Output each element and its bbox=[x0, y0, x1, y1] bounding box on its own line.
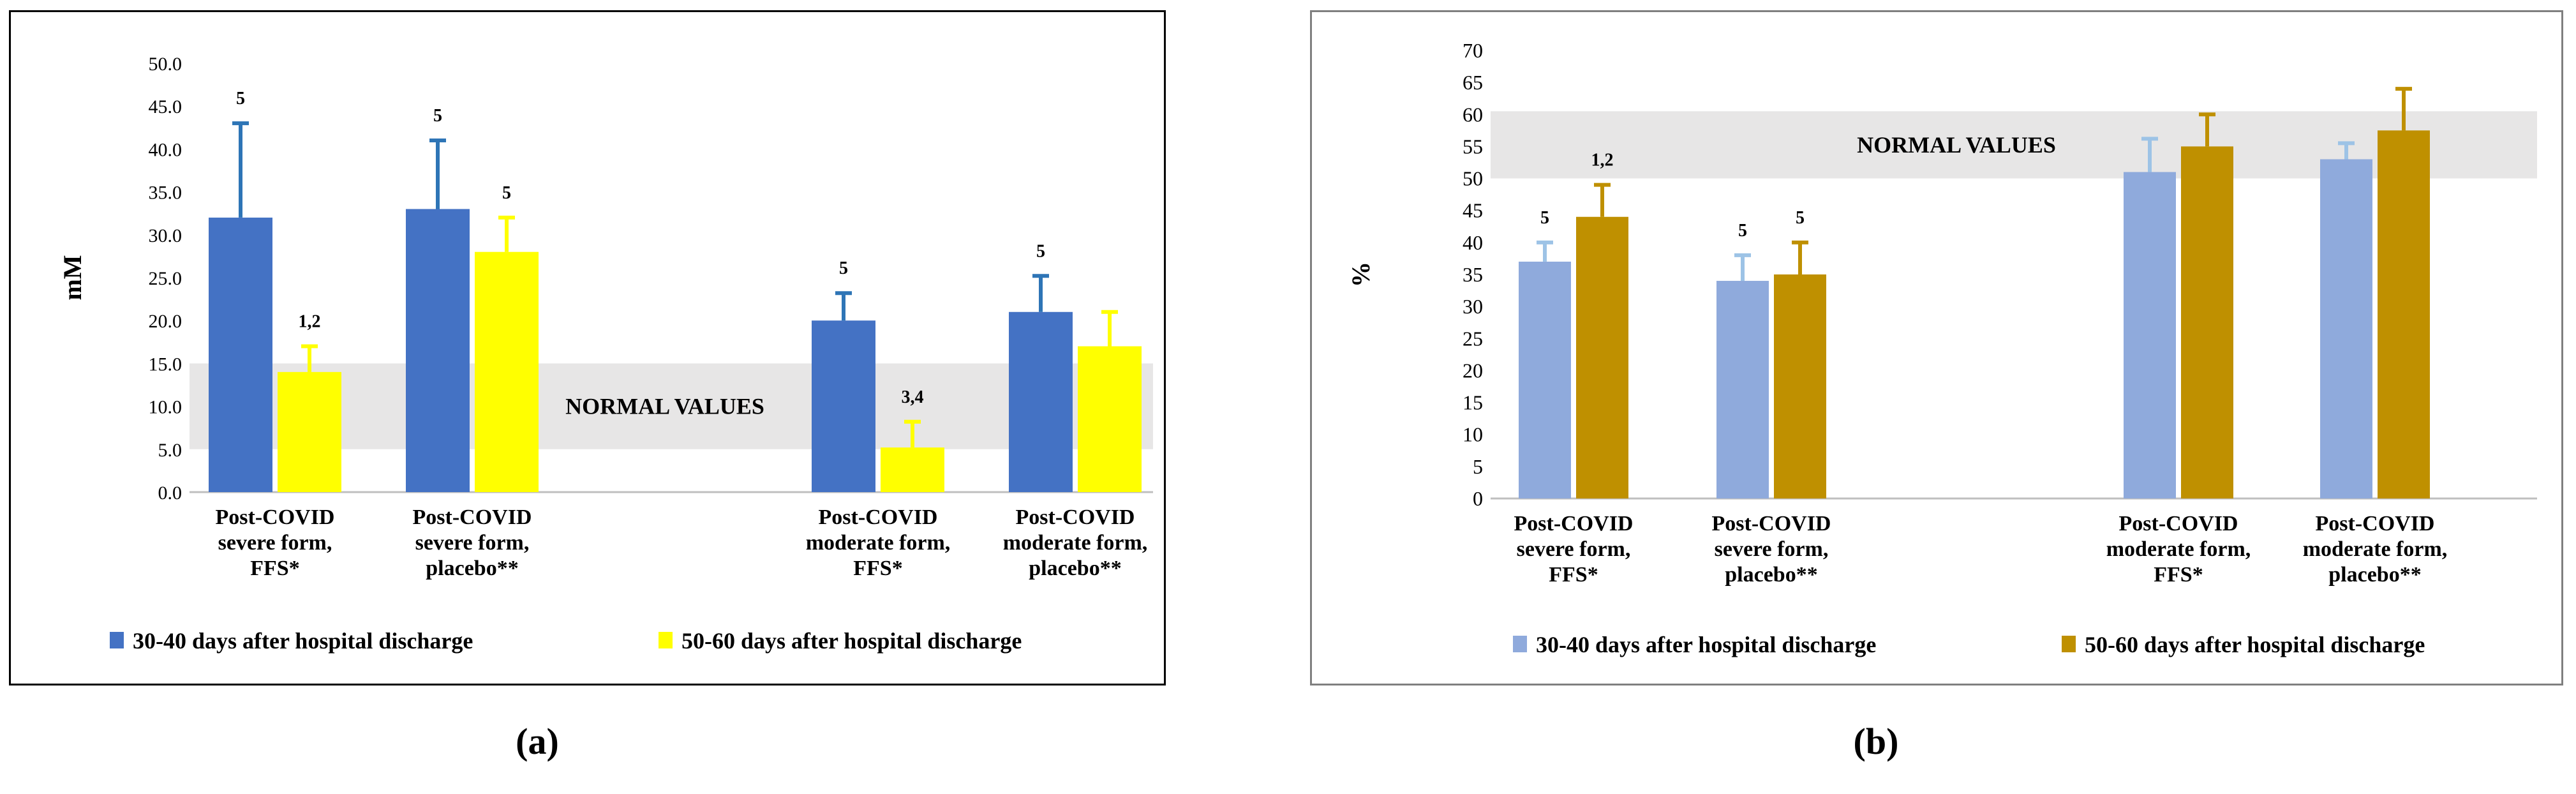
x-category-label: Post-COVID bbox=[1514, 512, 1634, 536]
y-tick-label: 45 bbox=[1463, 199, 1483, 222]
caption-a: (a) bbox=[516, 721, 559, 762]
y-tick-label: 60 bbox=[1463, 103, 1483, 126]
y-tick-label: 50 bbox=[1463, 167, 1483, 190]
x-category-label: Post-COVID bbox=[2119, 512, 2238, 536]
bar-series1 bbox=[1519, 261, 1571, 498]
y-tick-label: 0 bbox=[1473, 487, 1483, 510]
x-category-label: Post-COVID bbox=[216, 506, 335, 529]
legend-swatch-series2 bbox=[2062, 636, 2076, 652]
legend-label-series2: 50-60 days after hospital discharge bbox=[2085, 632, 2425, 657]
legend-swatch-series1 bbox=[110, 632, 124, 648]
x-category-label: FFS* bbox=[2154, 563, 2203, 587]
x-category-label: FFS* bbox=[1549, 563, 1598, 587]
y-tick-label: 0.0 bbox=[158, 483, 182, 504]
bar-data-label: 1,2 bbox=[1591, 151, 1614, 170]
x-category-label: severe form, bbox=[415, 531, 530, 555]
bar-data-label: 1,2 bbox=[299, 312, 321, 332]
x-category-label: placebo** bbox=[1029, 557, 1121, 580]
bar-series1 bbox=[812, 320, 875, 492]
bar-data-label: 5 bbox=[433, 106, 442, 126]
x-category-label: moderate form, bbox=[2303, 537, 2448, 561]
bar-series1 bbox=[406, 209, 470, 492]
bar-series1 bbox=[2320, 159, 2372, 498]
y-tick-label: 25 bbox=[1463, 327, 1483, 350]
y-tick-label: 15.0 bbox=[149, 354, 182, 375]
bar-data-label: 5 bbox=[1036, 241, 1045, 261]
bar-data-label: 5 bbox=[1796, 208, 1805, 228]
bar-data-label: 5 bbox=[502, 183, 511, 203]
x-category-label: FFS* bbox=[250, 557, 299, 580]
x-category-label: moderate form, bbox=[806, 531, 951, 555]
x-category-label: placebo** bbox=[2328, 563, 2421, 587]
bar-series1 bbox=[1009, 311, 1073, 492]
bar-series1 bbox=[1716, 281, 1769, 498]
bar-series2 bbox=[475, 251, 539, 492]
legend-swatch-series1 bbox=[1513, 636, 1527, 652]
y-tick-label: 40.0 bbox=[149, 139, 182, 160]
bar-data-label: 5 bbox=[1738, 221, 1747, 241]
y-tick-label: 40 bbox=[1463, 231, 1483, 254]
y-tick-label: 5 bbox=[1473, 455, 1483, 478]
bar-series2 bbox=[1078, 346, 1142, 492]
x-category-label: placebo** bbox=[1725, 563, 1817, 587]
legend-label-series2: 50-60 days after hospital discharge bbox=[681, 628, 1022, 654]
bar-data-label: 5 bbox=[236, 89, 245, 109]
x-category-label: Post-COVID bbox=[413, 506, 532, 529]
bar-series2 bbox=[2181, 146, 2233, 498]
y-axis-title: mM bbox=[58, 255, 87, 300]
y-tick-label: 20 bbox=[1463, 359, 1483, 382]
y-axis-title: % bbox=[1346, 262, 1375, 287]
x-category-label: severe form, bbox=[1715, 537, 1829, 561]
chart-panel-a: NORMAL VALUES 0.0 5.0 10.0 15.0 20.0 25.0 30.0 3… bbox=[9, 10, 1166, 685]
chart-a-svg: NORMAL VALUES 0.0 5.0 10.0 15.0 20.0 25.0 30.0 3… bbox=[58, 54, 1153, 654]
y-tick-label: 30 bbox=[1463, 295, 1483, 318]
y-tick-label: 5.0 bbox=[158, 440, 182, 461]
bar-series2 bbox=[278, 371, 341, 492]
y-tick-label: 65 bbox=[1463, 71, 1483, 94]
x-category-label: Post-COVID bbox=[819, 506, 938, 529]
x-category-label: FFS* bbox=[853, 557, 902, 580]
normal-values-label: NORMAL VALUES bbox=[565, 394, 764, 419]
y-tick-label: 70 bbox=[1463, 39, 1483, 62]
x-category-label: Post-COVID bbox=[1016, 506, 1135, 529]
y-tick-label: 30.0 bbox=[149, 225, 182, 246]
bar-series2 bbox=[881, 447, 944, 492]
x-category-label: Post-COVID bbox=[2316, 512, 2435, 536]
bar-series1 bbox=[209, 217, 272, 492]
bar-series2 bbox=[1774, 274, 1826, 498]
x-category-label: severe form, bbox=[218, 531, 332, 555]
legend-swatch-series2 bbox=[659, 632, 673, 648]
y-tick-label: 35.0 bbox=[149, 183, 182, 204]
bar-data-label: 5 bbox=[1540, 208, 1549, 228]
y-tick-label: 15 bbox=[1463, 391, 1483, 414]
chart-b-svg: NORMAL VALUES051015202530354045505560657… bbox=[1346, 39, 2537, 657]
x-category-label: moderate form, bbox=[1003, 531, 1148, 555]
x-category-label: moderate form, bbox=[2106, 537, 2251, 561]
bar-series2 bbox=[2378, 130, 2430, 498]
y-tick-label: 10 bbox=[1463, 423, 1483, 446]
bar-data-label: 3,4 bbox=[902, 387, 924, 407]
y-tick-label: 35 bbox=[1463, 263, 1483, 286]
normal-values-band bbox=[190, 363, 1153, 449]
x-category-label: placebo** bbox=[426, 557, 518, 580]
bar-data-label: 5 bbox=[839, 258, 848, 278]
caption-b: (b) bbox=[1853, 721, 1899, 762]
y-tick-label: 10.0 bbox=[149, 397, 182, 418]
bar-series2 bbox=[1576, 216, 1628, 498]
chart-panel-b: NORMAL VALUES 0 5 10 15 20 25 30 35 40 45 50 55 60 65 7… bbox=[1310, 10, 2563, 685]
x-category-label: Post-COVID bbox=[1712, 512, 1831, 536]
y-tick-label: 45.0 bbox=[149, 96, 182, 117]
legend-label-series1: 30-40 days after hospital discharge bbox=[133, 628, 473, 654]
x-category-label: severe form, bbox=[1517, 537, 1631, 561]
normal-values-label: NORMAL VALUES bbox=[1857, 132, 2056, 158]
y-tick-label: 55 bbox=[1463, 135, 1483, 158]
legend-label-series1: 30-40 days after hospital discharge bbox=[1536, 632, 1876, 657]
bar-series1 bbox=[2124, 172, 2176, 498]
y-tick-label: 50.0 bbox=[149, 54, 182, 75]
y-tick-label: 25.0 bbox=[149, 268, 182, 289]
y-tick-label: 20.0 bbox=[149, 311, 182, 332]
